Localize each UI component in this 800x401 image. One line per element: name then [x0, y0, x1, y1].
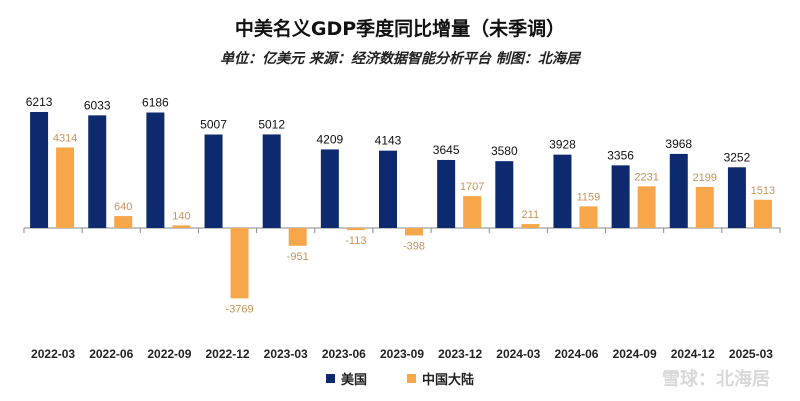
data-label: 2231	[634, 171, 658, 183]
data-label: 5012	[258, 117, 285, 131]
data-label: 2199	[693, 172, 717, 184]
x-tick-label: 2023-06	[322, 347, 366, 361]
data-label: 1159	[577, 191, 601, 203]
data-label: -113	[345, 235, 366, 247]
bar-us	[437, 159, 456, 228]
x-tick-label: 2024-03	[496, 347, 540, 361]
x-tick-label: 2022-09	[147, 347, 191, 361]
x-tick-label: 2023-03	[264, 347, 308, 361]
x-tick-label: 2023-09	[380, 347, 424, 361]
bar-us	[379, 150, 397, 228]
x-tick-label: 2025-03	[729, 347, 773, 361]
bar-us	[495, 161, 514, 228]
data-label: 6213	[26, 95, 53, 109]
data-label: 6033	[84, 98, 111, 112]
x-tick-label: 2024-12	[671, 347, 715, 361]
bar-china	[114, 216, 133, 228]
data-label: 211	[522, 209, 540, 221]
bar-china	[637, 186, 656, 228]
bar-china	[521, 224, 540, 228]
bar-us	[262, 134, 281, 228]
data-label: 3645	[433, 143, 460, 157]
legend-item-china: 中国大陆	[407, 369, 474, 388]
bar-china	[172, 225, 191, 228]
data-label: 640	[114, 201, 132, 213]
bar-us	[146, 112, 165, 228]
bar-us	[669, 153, 688, 228]
bar-china	[230, 228, 249, 299]
data-label: 6186	[142, 96, 169, 110]
bar-us	[30, 112, 49, 228]
bar-china	[405, 228, 423, 236]
data-label: 3928	[549, 138, 576, 152]
data-label: 1707	[460, 181, 484, 193]
bar-us	[320, 149, 339, 228]
bar-china	[463, 196, 482, 228]
legend-label: 中国大陆	[422, 373, 475, 388]
data-label: 4209	[316, 132, 343, 146]
data-label: 4314	[53, 132, 77, 144]
legend-swatch	[407, 374, 416, 383]
watermark: 雪球：北海居	[662, 369, 770, 390]
data-label: 5007	[200, 118, 227, 132]
data-label: -398	[403, 240, 425, 252]
bar-us	[88, 115, 107, 228]
bar-china	[579, 206, 598, 228]
data-label: -3769	[225, 303, 253, 315]
legend-swatch	[325, 374, 335, 383]
x-tick-label: 2023-12	[438, 347, 482, 361]
data-label: 3356	[607, 148, 634, 162]
bar-china	[56, 147, 75, 228]
legend-label: 美国	[340, 373, 367, 388]
data-label: 3968	[665, 137, 692, 151]
bar-us	[611, 165, 630, 228]
data-label: -951	[287, 251, 309, 263]
bar-china	[288, 228, 307, 246]
x-tick-label: 2022-03	[31, 347, 75, 361]
legend-item-us: 美国	[325, 369, 367, 388]
data-label: 4143	[375, 134, 402, 148]
x-tick-label: 2024-09	[613, 347, 657, 361]
chart-title: 中美名义GDP季度同比增量（未季调）	[234, 18, 566, 40]
bar-us	[727, 167, 746, 228]
bar-us	[553, 154, 572, 228]
x-tick-label: 2022-06	[89, 347, 133, 361]
data-label: 140	[172, 210, 190, 222]
data-label: 3580	[491, 144, 518, 158]
x-tick-label: 2022-12	[206, 347, 250, 361]
bar-china	[695, 186, 714, 228]
bar-china	[346, 228, 365, 231]
data-label: 3252	[724, 150, 751, 164]
bar-china	[753, 199, 772, 228]
legend: 美国 中国大陆	[0, 369, 800, 388]
data-label: 1513	[751, 185, 775, 197]
x-tick-label: 2024-06	[554, 347, 598, 361]
bar-us	[204, 134, 223, 228]
chart-subtitle: 单位：亿美元 来源：经济数据智能分析平台 制图：北海居	[220, 51, 580, 67]
